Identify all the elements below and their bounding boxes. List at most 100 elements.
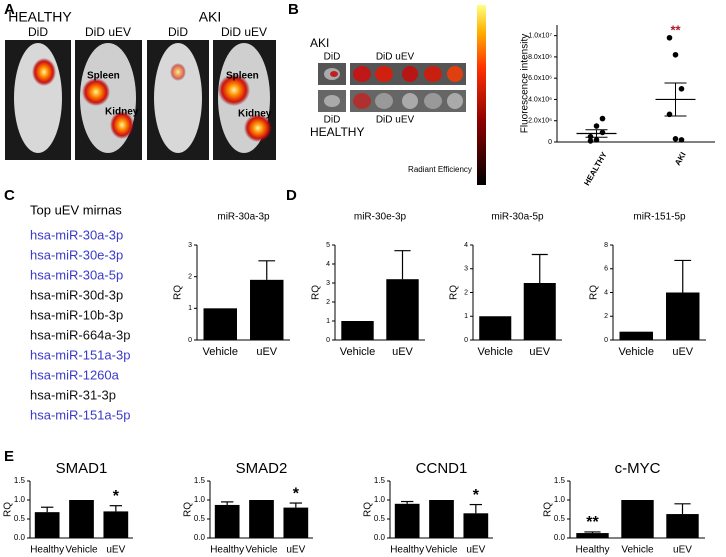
bar bbox=[479, 316, 512, 340]
bar bbox=[394, 503, 420, 538]
organ-images bbox=[318, 5, 486, 185]
colorbar-label: Radiant Efficiency bbox=[408, 165, 472, 174]
chart-title: CCND1 bbox=[416, 460, 468, 477]
chart-title: miR-151-5p bbox=[633, 212, 686, 223]
bar bbox=[214, 504, 240, 538]
y-tick-label: 0.0 bbox=[374, 533, 386, 542]
bar bbox=[103, 511, 129, 538]
bar bbox=[203, 308, 237, 340]
data-point bbox=[672, 51, 679, 58]
y-tick-label: 0 bbox=[464, 337, 468, 344]
y-tick-label: 1.0 bbox=[14, 495, 26, 504]
x-tick-label: uEV bbox=[529, 346, 550, 358]
x-tick-label: uEV bbox=[256, 346, 277, 358]
y-tick-label: 3 bbox=[464, 266, 468, 273]
y-tick-label: 2 bbox=[188, 274, 192, 281]
y-tick-label: 1.0 bbox=[194, 495, 206, 504]
data-point bbox=[587, 138, 594, 144]
x-tick-label: Vehicle bbox=[245, 545, 278, 556]
bar bbox=[523, 283, 556, 340]
image-label: DiD uEV bbox=[85, 25, 131, 39]
x-tick-label: Vehicle bbox=[340, 346, 375, 358]
y-tick-label: 0.5 bbox=[194, 514, 206, 523]
x-tick-label: uEV bbox=[106, 545, 125, 556]
y-tick-label: 3 bbox=[188, 242, 192, 249]
y-tick-label: 2 bbox=[326, 299, 330, 306]
list-title: Top uEV mirnas bbox=[30, 202, 122, 217]
panel-label: B bbox=[288, 1, 299, 18]
x-tick-label: uEV bbox=[672, 346, 693, 358]
image-label: DiD bbox=[28, 25, 48, 39]
y-tick-label: 4 bbox=[604, 289, 608, 296]
y-tick-label: 2 bbox=[464, 289, 468, 296]
bar bbox=[69, 500, 94, 538]
significance-mark: ** bbox=[670, 22, 681, 37]
bar bbox=[249, 500, 274, 538]
x-tick-label: Healthy bbox=[576, 545, 610, 556]
y-axis-label: RQ bbox=[311, 285, 322, 300]
mirna-item: hsa-miR-30a-3p bbox=[30, 227, 123, 242]
x-tick-label: HEALTHY bbox=[582, 150, 609, 187]
mirna-item: hsa-miR-151a-5p bbox=[30, 407, 130, 422]
x-tick-label: Vehicle bbox=[65, 545, 98, 556]
image-label: DiD bbox=[324, 115, 341, 126]
mirna-item: hsa-miR-10b-3p bbox=[30, 307, 123, 322]
bar bbox=[34, 512, 60, 538]
chart-title: c-MYC bbox=[615, 460, 661, 477]
y-tick-label: 4 bbox=[464, 242, 468, 249]
chart-title: miR-30a-5p bbox=[491, 212, 544, 223]
group-label: HEALTHY bbox=[8, 9, 72, 25]
data-point bbox=[593, 123, 600, 129]
y-axis-label: Fluorescence intensity bbox=[520, 34, 531, 134]
x-tick-label: Vehicle bbox=[478, 346, 513, 358]
bar bbox=[341, 321, 374, 340]
y-tick-label: 0 bbox=[604, 337, 608, 344]
data-point bbox=[587, 133, 594, 140]
x-tick-label: AKI bbox=[673, 151, 688, 167]
organ-label: Kidney bbox=[105, 107, 139, 118]
bar bbox=[621, 500, 654, 538]
significance-mark: * bbox=[113, 488, 120, 505]
bar bbox=[666, 514, 699, 538]
y-tick-label: 1.5 bbox=[14, 476, 26, 485]
y-axis-label: RQ bbox=[183, 502, 194, 517]
y-tick-label: 1.0 bbox=[374, 495, 386, 504]
y-axis-label: RQ bbox=[173, 285, 184, 300]
y-tick-label: 8 bbox=[604, 242, 608, 249]
mirna-item: hsa-miR-30a-5p bbox=[30, 267, 123, 282]
x-tick-label: Healthy bbox=[210, 545, 244, 556]
y-tick-label: 1.5 bbox=[194, 476, 206, 485]
image-label: DiD bbox=[168, 25, 188, 39]
x-tick-label: uEV bbox=[286, 545, 305, 556]
organ-label: Kidney bbox=[238, 109, 272, 120]
image-label: DiD bbox=[324, 52, 341, 63]
bar bbox=[666, 292, 700, 340]
y-tick-label: 0 bbox=[548, 139, 552, 146]
mirna-item: hsa-miR-664a-3p bbox=[30, 327, 130, 342]
chart-title: SMAD1 bbox=[56, 460, 108, 477]
image-label: DiD uEV bbox=[376, 115, 415, 126]
y-tick-label: 4.0x10⁶ bbox=[528, 96, 552, 103]
y-tick-label: 8.0x10⁶ bbox=[528, 54, 552, 61]
bar bbox=[576, 533, 609, 538]
y-tick-label: 3 bbox=[326, 280, 330, 287]
y-tick-label: 0.5 bbox=[554, 514, 566, 523]
row-label: AKI bbox=[310, 36, 329, 50]
significance-mark: * bbox=[473, 487, 480, 504]
y-axis-label: RQ bbox=[589, 285, 600, 300]
mirna-item: hsa-miR-31-3p bbox=[30, 387, 116, 402]
mirna-item: hsa-miR-30d-3p bbox=[30, 287, 123, 302]
data-point bbox=[599, 115, 606, 122]
significance-mark: ** bbox=[586, 514, 599, 531]
x-tick-label: Vehicle bbox=[619, 346, 654, 358]
bar bbox=[283, 507, 309, 538]
bar bbox=[463, 513, 489, 538]
mirna-item: hsa-miR-30e-3p bbox=[30, 247, 123, 262]
y-tick-label: 1 bbox=[326, 318, 330, 325]
x-tick-label: Vehicle bbox=[425, 545, 458, 556]
chart-title: SMAD2 bbox=[236, 460, 288, 477]
y-tick-label: 4 bbox=[326, 261, 330, 268]
y-tick-label: 1.5 bbox=[374, 476, 386, 485]
y-tick-label: 0.5 bbox=[14, 514, 26, 523]
